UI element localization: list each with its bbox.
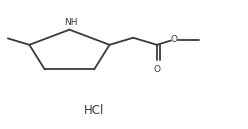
Text: O: O bbox=[153, 65, 160, 74]
Text: NH: NH bbox=[64, 18, 77, 27]
Text: HCl: HCl bbox=[84, 104, 104, 117]
Text: O: O bbox=[171, 35, 178, 44]
